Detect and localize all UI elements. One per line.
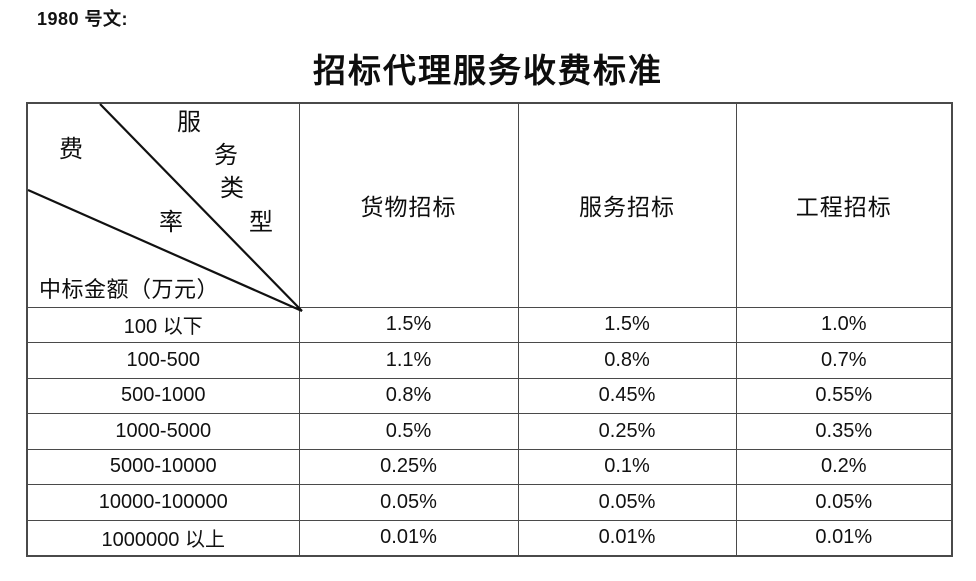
row-label: 100 以下 — [26, 306, 300, 343]
doc-number-label: 1980 号文: — [37, 9, 129, 29]
fee-cell: 0.8% — [517, 342, 737, 379]
fee-cell: 1.0% — [735, 306, 953, 343]
fee-cell: 0.01% — [517, 519, 737, 556]
column-header-engineering: 工程招标 — [735, 102, 953, 308]
fee-cell: 0.35% — [735, 413, 953, 450]
diagonal-lines — [27, 103, 303, 313]
page-title: 招标代理服务收费标准 — [313, 54, 663, 90]
fee-cell: 1.5% — [298, 306, 519, 343]
service-type-char: 务 — [214, 143, 239, 169]
table-row: 1000000 以上 0.01% 0.01% 0.01% — [26, 519, 953, 556]
service-type-char: 型 — [249, 210, 274, 236]
row-label: 1000000 以上 — [26, 519, 300, 556]
header-row: 服 务 类 型 费 率 中标金额（万元） 货物招标 服务招标 工程招标 — [26, 102, 953, 313]
amount-axis-label: 中标金额（万元） — [39, 276, 220, 302]
service-type-char: 服 — [177, 110, 202, 136]
fee-cell: 0.7% — [735, 342, 953, 379]
column-header-service: 服务招标 — [517, 102, 737, 308]
table-row: 1000-5000 0.5% 0.25% 0.35% — [26, 413, 953, 450]
diagonal-line-upper — [99, 103, 303, 312]
table-row: 100 以下 1.5% 1.5% 1.0% — [26, 306, 953, 343]
fee-cell: 0.5% — [298, 413, 519, 450]
service-type-char: 类 — [220, 176, 245, 202]
column-header-goods: 货物招标 — [298, 102, 519, 308]
fee-rate-char: 费 — [59, 137, 84, 163]
row-label: 100-500 — [26, 342, 300, 379]
fee-cell: 0.05% — [735, 484, 953, 521]
fee-cell: 0.01% — [298, 519, 519, 556]
diagonal-line-lower — [27, 188, 303, 313]
fee-cell: 0.55% — [735, 377, 953, 414]
row-label: 5000-10000 — [26, 448, 300, 485]
fee-cell: 0.25% — [517, 413, 737, 450]
fee-cell: 1.5% — [517, 306, 737, 343]
fee-cell: 0.25% — [298, 448, 519, 485]
table-row: 10000-100000 0.05% 0.05% 0.05% — [26, 484, 953, 521]
fee-standard-table: 服 务 类 型 费 率 中标金额（万元） 货物招标 服务招标 工程招标 100 … — [26, 102, 953, 557]
row-label: 10000-100000 — [26, 484, 300, 521]
table-row: 5000-10000 0.25% 0.1% 0.2% — [26, 448, 953, 485]
diagonal-corner-header: 服 务 类 型 费 率 中标金额（万元） — [26, 102, 303, 313]
table-row: 100-500 1.1% 0.8% 0.7% — [26, 342, 953, 379]
fee-cell: 0.05% — [517, 484, 737, 521]
fee-cell: 0.05% — [298, 484, 519, 521]
row-label: 500-1000 — [26, 377, 300, 414]
fee-cell: 0.1% — [517, 448, 737, 485]
fee-cell: 1.1% — [298, 342, 519, 379]
fee-table-container: 服 务 类 型 费 率 中标金额（万元） 货物招标 服务招标 工程招标 100 … — [26, 102, 953, 557]
fee-cell: 0.8% — [298, 377, 519, 414]
fee-cell: 0.45% — [517, 377, 737, 414]
table-row: 500-1000 0.8% 0.45% 0.55% — [26, 377, 953, 414]
row-label: 1000-5000 — [26, 413, 300, 450]
fee-cell: 0.2% — [735, 448, 953, 485]
fee-cell: 0.01% — [735, 519, 953, 556]
fee-rate-char: 率 — [159, 210, 184, 236]
